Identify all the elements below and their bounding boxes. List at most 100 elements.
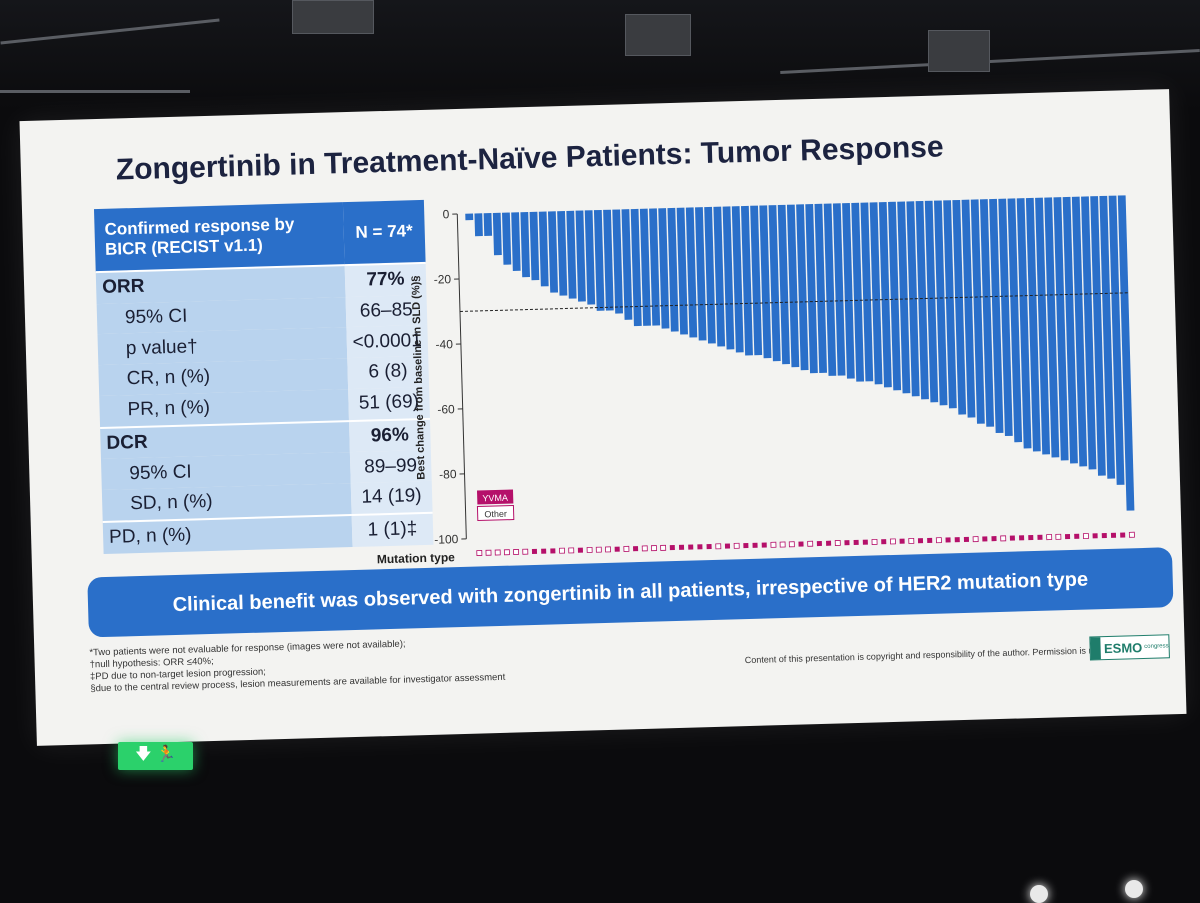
emergency-exit-sign: 🡇 🏃 [118, 742, 193, 770]
mutation-marker-other [514, 549, 519, 554]
mutation-marker-other [808, 541, 813, 546]
y-tick-label: -80 [439, 467, 457, 481]
mutation-marker-yvma [955, 537, 960, 542]
mutation-marker-yvma [743, 543, 748, 548]
waterfall-bar [548, 211, 558, 292]
mutation-marker-yvma [762, 542, 767, 547]
footnotes: *Two patients were not evaluable for res… [89, 636, 505, 696]
waterfall-bar [612, 209, 623, 313]
table-row-label: PD, n (%) [103, 515, 353, 554]
mutation-marker-yvma [826, 541, 831, 546]
mutation-marker-yvma [991, 536, 996, 541]
mutation-marker-other [587, 547, 592, 552]
mutation-marker-yvma [615, 547, 620, 552]
table-header-left: Confirmed response by BICR (RECIST v1.1) [94, 202, 344, 272]
waterfall-bar [658, 208, 669, 328]
y-tick-label: 0 [442, 207, 449, 221]
mutation-marker-other [716, 544, 721, 549]
mutation-marker-other [909, 538, 914, 543]
mutation-marker-yvma [725, 544, 730, 549]
waterfall-bar [622, 209, 633, 320]
mutation-marker-yvma [918, 538, 923, 543]
logo-text: ESMO [1101, 640, 1143, 656]
y-axis [457, 214, 466, 539]
legend-label-other: Other [484, 509, 507, 520]
mutation-marker-other [642, 546, 647, 551]
mutation-marker-other [596, 547, 601, 552]
ceiling-light [292, 0, 374, 34]
y-tick-label: -100 [434, 532, 459, 547]
mutation-marker-other [651, 546, 656, 551]
ceiling-light [625, 14, 691, 56]
mutation-marker-yvma [900, 539, 905, 544]
waterfall-bar [576, 210, 586, 301]
waterfall-bar [686, 207, 697, 337]
mutation-marker-other [1083, 533, 1088, 538]
mutation-marker-other [504, 550, 509, 555]
mutation-marker-yvma [541, 549, 546, 554]
logo-subtext: congress [1144, 643, 1169, 650]
mutation-marker-other [780, 542, 785, 547]
waterfall-bar [484, 213, 492, 236]
mutation-marker-yvma [1028, 535, 1033, 540]
waterfall-bar [511, 212, 520, 271]
waterfall-bar [557, 211, 567, 296]
mutation-marker-other [734, 543, 739, 548]
waterfall-bar [566, 211, 576, 299]
mutation-marker-yvma [1102, 533, 1107, 538]
mutation-marker-other [605, 547, 610, 552]
mutation-marker-yvma [679, 545, 684, 550]
mutation-marker-yvma [532, 549, 537, 554]
mutation-marker-yvma [1111, 533, 1116, 538]
stage-spotlight [1030, 885, 1048, 903]
mutation-marker-yvma [550, 548, 555, 553]
mutation-marker-yvma [927, 538, 932, 543]
mutation-marker-other [523, 549, 528, 554]
mutation-marker-yvma [1120, 532, 1125, 537]
mutation-marker-yvma [964, 537, 969, 542]
x-axis-label: Mutation type [377, 550, 456, 566]
mutation-marker-yvma [844, 540, 849, 545]
mutation-marker-yvma [633, 546, 638, 551]
mutation-marker-yvma [1074, 534, 1079, 539]
waterfall-bar [631, 209, 642, 326]
mutation-marker-other [495, 550, 500, 555]
y-tick-label: -40 [435, 337, 453, 351]
mutation-marker-other [559, 548, 564, 553]
mutation-marker-other [1047, 535, 1052, 540]
mutation-marker-yvma [798, 541, 803, 546]
mutation-marker-other [835, 540, 840, 545]
mutation-marker-yvma [707, 544, 712, 549]
legend-label-yvma: YVMA [482, 493, 508, 504]
esmo-logo: ESMO congress [1089, 634, 1170, 660]
waterfall-bar [603, 210, 614, 311]
ceiling-truss [0, 19, 219, 45]
mutation-marker-other [771, 542, 776, 547]
waterfall-bar [474, 213, 482, 236]
mutation-marker-other [1001, 536, 1006, 541]
mutation-marker-yvma [1010, 536, 1015, 541]
ceiling-truss [0, 90, 190, 93]
mutation-marker-other [872, 539, 877, 544]
mutation-marker-other [1056, 534, 1061, 539]
mutation-marker-yvma [1019, 535, 1024, 540]
mutation-marker-yvma [854, 540, 859, 545]
mutation-marker-yvma [881, 539, 886, 544]
y-tick-label: -20 [434, 272, 452, 286]
waterfall-bar [667, 208, 678, 332]
logo-mark [1090, 637, 1101, 659]
waterfall-bar [677, 208, 688, 335]
mutation-marker-other [890, 539, 895, 544]
mutation-marker-yvma [752, 543, 757, 548]
mutation-marker-other [569, 548, 574, 553]
mutation-marker-other [789, 542, 794, 547]
waterfall-bar [530, 212, 540, 280]
stage-spotlight [1125, 880, 1143, 898]
waterfall-bar [640, 209, 651, 326]
mutation-marker-yvma [863, 540, 868, 545]
mutation-marker-yvma [578, 548, 583, 553]
waterfall-bar [493, 213, 502, 255]
waterfall-bar [520, 212, 530, 277]
mutation-marker-other [1129, 532, 1134, 537]
mutation-marker-yvma [1093, 533, 1098, 538]
